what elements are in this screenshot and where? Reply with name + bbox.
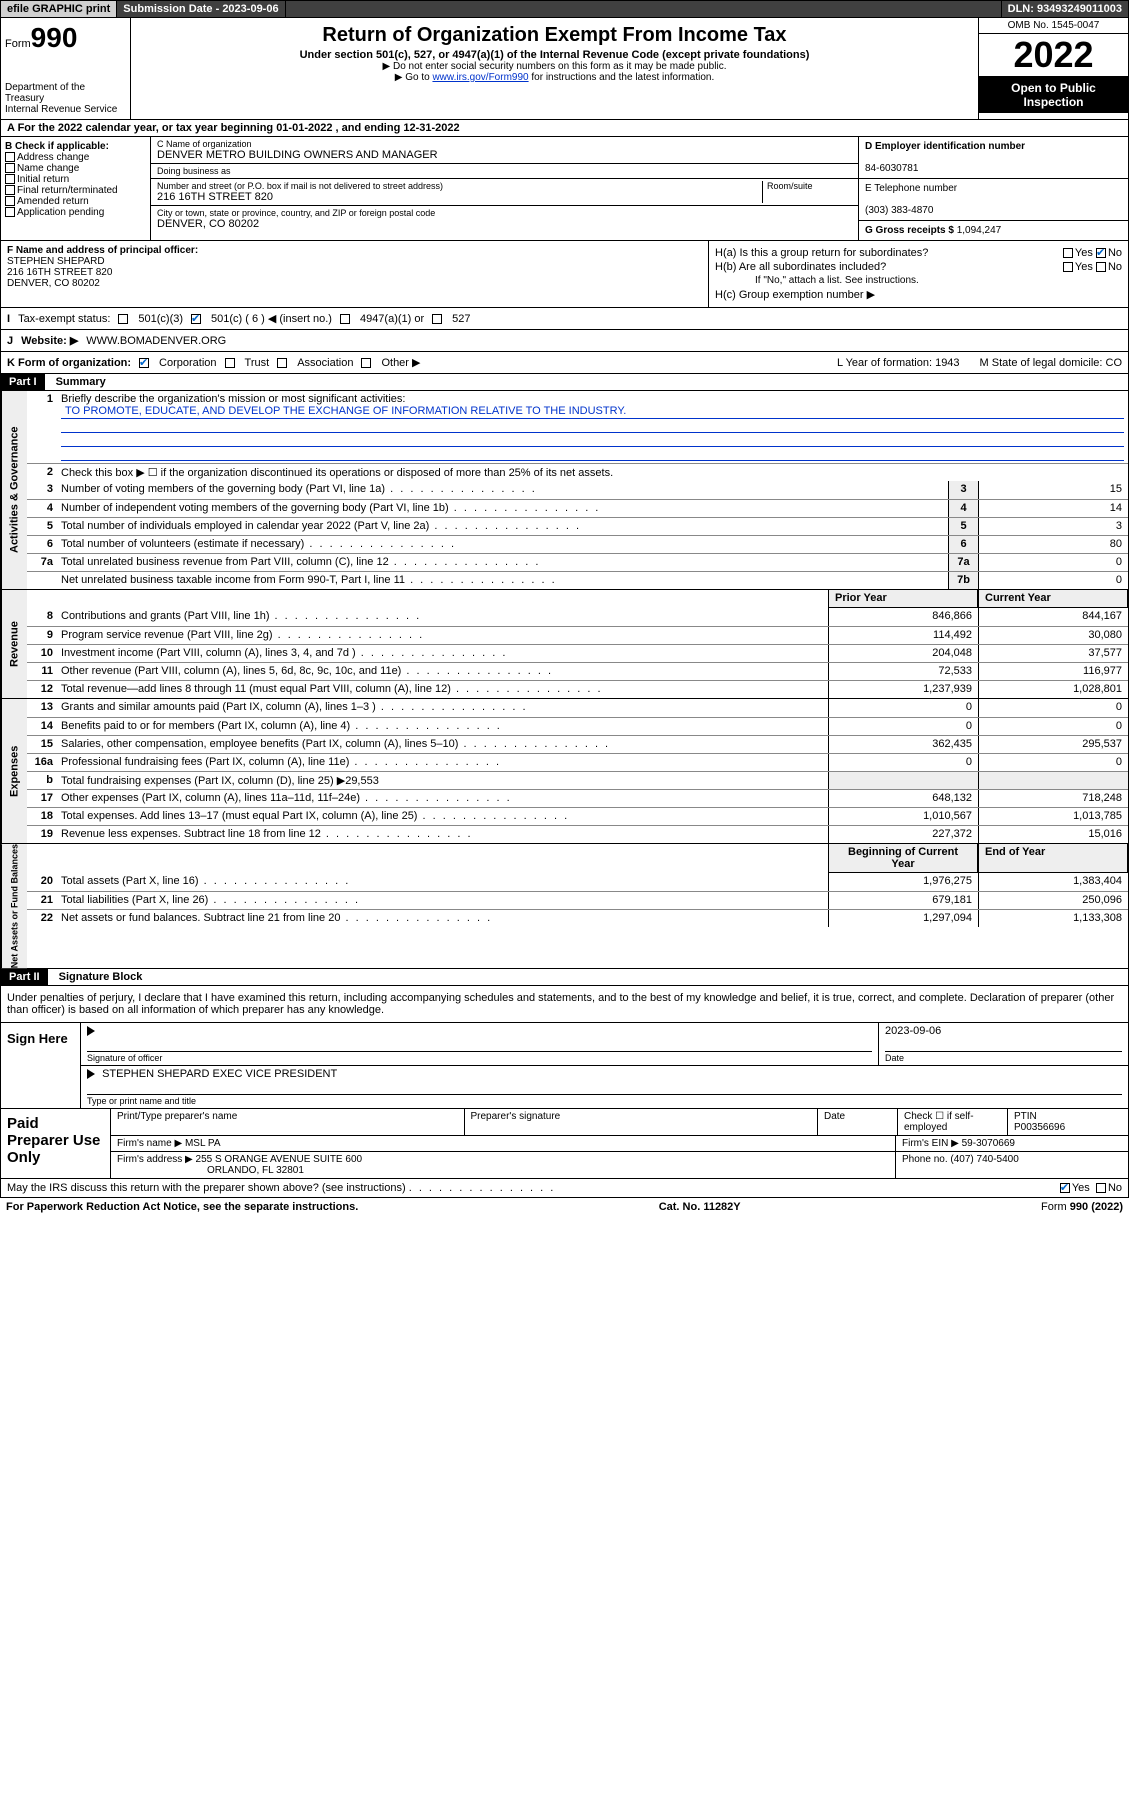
irs-link[interactable]: www.irs.gov/Form990 xyxy=(432,72,528,83)
row-k-form-org: K Form of organization: Corporation Trus… xyxy=(0,352,1129,374)
arrow-icon xyxy=(87,1026,95,1036)
discuss-row: May the IRS discuss this return with the… xyxy=(0,1179,1129,1198)
row-i-tax-status: ITax-exempt status: 501(c)(3) 501(c) ( 6… xyxy=(0,308,1129,330)
dln: DLN: 93493249011003 xyxy=(1002,1,1128,17)
table-row: 20 Total assets (Part X, line 16) 1,976,… xyxy=(27,873,1128,891)
table-row: 3 Number of voting members of the govern… xyxy=(27,481,1128,499)
table-row: 14 Benefits paid to or for members (Part… xyxy=(27,717,1128,735)
table-row: 11 Other revenue (Part VIII, column (A),… xyxy=(27,662,1128,680)
part1-header: Part I xyxy=(1,374,45,390)
table-row: 17 Other expenses (Part IX, column (A), … xyxy=(27,789,1128,807)
top-bar: efile GRAPHIC print Submission Date - 20… xyxy=(0,0,1129,18)
website: WWW.BOMADENVER.ORG xyxy=(86,335,226,347)
city-state-zip: DENVER, CO 80202 xyxy=(157,218,852,230)
mission-text: TO PROMOTE, EDUCATE, AND DEVELOP THE EXC… xyxy=(61,405,1124,419)
table-row: 13 Grants and similar amounts paid (Part… xyxy=(27,699,1128,717)
table-row: 22 Net assets or fund balances. Subtract… xyxy=(27,909,1128,927)
org-name: DENVER METRO BUILDING OWNERS AND MANAGER xyxy=(157,149,852,161)
year-formation: L Year of formation: 1943 xyxy=(837,357,960,369)
ptin: P00356696 xyxy=(1014,1122,1065,1133)
note-ssn: ▶ Do not enter social security numbers o… xyxy=(139,61,970,72)
ein: 84-6030781 xyxy=(865,163,918,174)
footer-row: For Paperwork Reduction Act Notice, see … xyxy=(0,1198,1129,1216)
part2-header: Part II xyxy=(1,969,48,985)
net-assets-section: Net Assets or Fund Balances Beginning of… xyxy=(0,844,1129,969)
efile-button[interactable]: efile GRAPHIC print xyxy=(1,1,117,17)
table-row: 9 Program service revenue (Part VIII, li… xyxy=(27,626,1128,644)
tax-year: 2022 xyxy=(979,34,1128,77)
section-bcd: B Check if applicable: Address change Na… xyxy=(0,137,1129,241)
table-row: 21 Total liabilities (Part X, line 26) 6… xyxy=(27,891,1128,909)
section-h: H(a) Is this a group return for subordin… xyxy=(708,241,1128,307)
activities-governance: Activities & Governance 1 Briefly descri… xyxy=(0,391,1129,590)
arrow-icon xyxy=(87,1069,95,1079)
expenses-section: Expenses 13 Grants and similar amounts p… xyxy=(0,699,1129,844)
table-row: 12 Total revenue—add lines 8 through 11 … xyxy=(27,680,1128,698)
section-b: B Check if applicable: Address change Na… xyxy=(1,137,151,240)
telephone: (303) 383-4870 xyxy=(865,205,933,216)
revenue-section: Revenue Prior Year Current Year 8 Contri… xyxy=(0,590,1129,699)
dept-treasury: Department of the Treasury xyxy=(5,82,126,104)
submission-date: Submission Date - 2023-09-06 xyxy=(117,1,285,17)
row-a-tax-year: A For the 2022 calendar year, or tax yea… xyxy=(0,120,1129,137)
section-c: C Name of organization DENVER METRO BUIL… xyxy=(151,137,858,240)
paid-preparer-block: Paid Preparer Use Only Print/Type prepar… xyxy=(0,1109,1129,1179)
form-title: Return of Organization Exempt From Incom… xyxy=(139,24,970,47)
table-row: 4 Number of independent voting members o… xyxy=(27,499,1128,517)
form-number: Form990 xyxy=(5,22,126,54)
table-row: 7a Total unrelated business revenue from… xyxy=(27,553,1128,571)
irs-label: Internal Revenue Service xyxy=(5,104,126,115)
table-row: 16a Professional fundraising fees (Part … xyxy=(27,753,1128,771)
declaration-text: Under penalties of perjury, I declare th… xyxy=(0,986,1129,1023)
form-header: Form990 Department of the Treasury Inter… xyxy=(0,18,1129,120)
table-row: 10 Investment income (Part VIII, column … xyxy=(27,644,1128,662)
part1-title: Summary xyxy=(48,374,114,390)
sign-date: 2023-09-06 xyxy=(885,1025,941,1037)
table-row: 6 Total number of volunteers (estimate i… xyxy=(27,535,1128,553)
form-subtitle: Under section 501(c), 527, or 4947(a)(1)… xyxy=(139,49,970,61)
note-link: ▶ Go to www.irs.gov/Form990 for instruct… xyxy=(139,72,970,83)
table-row: 19 Revenue less expenses. Subtract line … xyxy=(27,825,1128,843)
table-row: 18 Total expenses. Add lines 13–17 (must… xyxy=(27,807,1128,825)
firm-name: MSL PA xyxy=(185,1138,221,1149)
state-domicile: M State of legal domicile: CO xyxy=(980,357,1122,369)
omb-number: OMB No. 1545-0047 xyxy=(979,18,1128,34)
table-row: 15 Salaries, other compensation, employe… xyxy=(27,735,1128,753)
table-row: Net unrelated business taxable income fr… xyxy=(27,571,1128,589)
gross-receipts: 1,094,247 xyxy=(957,225,1002,236)
firm-phone: (407) 740-5400 xyxy=(950,1154,1018,1165)
row-j-website: JWebsite: ▶ WWW.BOMADENVER.ORG xyxy=(0,330,1129,352)
officer-name: STEPHEN SHEPARD EXEC VICE PRESIDENT xyxy=(102,1068,337,1080)
section-fh: F Name and address of principal officer:… xyxy=(0,241,1129,308)
part2-title: Signature Block xyxy=(51,969,151,985)
table-row: 5 Total number of individuals employed i… xyxy=(27,517,1128,535)
table-row: 8 Contributions and grants (Part VIII, l… xyxy=(27,608,1128,626)
section-d: D Employer identification number 84-6030… xyxy=(858,137,1128,240)
section-f: F Name and address of principal officer:… xyxy=(1,241,708,307)
firm-ein: 59-3070669 xyxy=(962,1138,1015,1149)
open-inspection: Open to Public Inspection xyxy=(979,77,1128,113)
table-row: b Total fundraising expenses (Part IX, c… xyxy=(27,771,1128,789)
sign-here-block: Sign Here Signature of officer 2023-09-0… xyxy=(0,1023,1129,1109)
street-address: 216 16TH STREET 820 xyxy=(157,191,762,203)
